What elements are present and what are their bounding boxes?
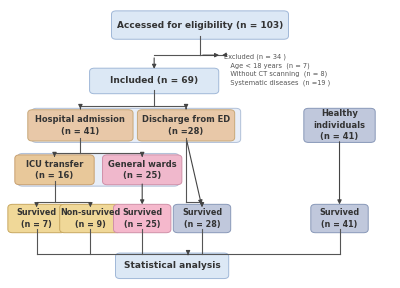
- Text: Survived
(n = 28): Survived (n = 28): [182, 208, 222, 229]
- Text: Non-survived
(n = 9): Non-survived (n = 9): [60, 208, 120, 229]
- FancyBboxPatch shape: [8, 204, 65, 233]
- Text: Discharge from ED
(n =28): Discharge from ED (n =28): [142, 115, 230, 136]
- Text: General wards
(n = 25): General wards (n = 25): [108, 160, 176, 180]
- Text: Survived
(n = 41): Survived (n = 41): [320, 208, 360, 229]
- Text: Statistical analysis: Statistical analysis: [124, 261, 220, 270]
- FancyBboxPatch shape: [90, 68, 219, 94]
- Text: Hospital admission
(n = 41): Hospital admission (n = 41): [36, 115, 125, 136]
- FancyBboxPatch shape: [28, 110, 133, 141]
- Text: Survived
(n = 25): Survived (n = 25): [122, 208, 162, 229]
- FancyBboxPatch shape: [32, 108, 241, 143]
- Text: ICU transfer
(n = 16): ICU transfer (n = 16): [26, 160, 83, 180]
- FancyBboxPatch shape: [173, 204, 231, 233]
- FancyBboxPatch shape: [18, 154, 179, 186]
- FancyBboxPatch shape: [15, 155, 94, 185]
- Text: Accessed for eligibility (n = 103): Accessed for eligibility (n = 103): [117, 20, 283, 30]
- Text: Included (n = 69): Included (n = 69): [110, 76, 198, 86]
- FancyBboxPatch shape: [116, 253, 229, 278]
- FancyBboxPatch shape: [102, 155, 182, 185]
- FancyBboxPatch shape: [112, 11, 288, 39]
- FancyBboxPatch shape: [114, 204, 171, 233]
- FancyBboxPatch shape: [311, 204, 368, 233]
- Text: Healthy
individuals
(n = 41): Healthy individuals (n = 41): [314, 109, 366, 141]
- Text: Survived
(n = 7): Survived (n = 7): [16, 208, 57, 229]
- FancyBboxPatch shape: [304, 108, 375, 143]
- FancyBboxPatch shape: [60, 204, 121, 233]
- Text: Excluded (n = 34 )
   Age < 18 years  (n = 7)
   Without CT scanning  (n = 8)
  : Excluded (n = 34 ) Age < 18 years (n = 7…: [224, 54, 330, 86]
- FancyBboxPatch shape: [138, 110, 235, 141]
